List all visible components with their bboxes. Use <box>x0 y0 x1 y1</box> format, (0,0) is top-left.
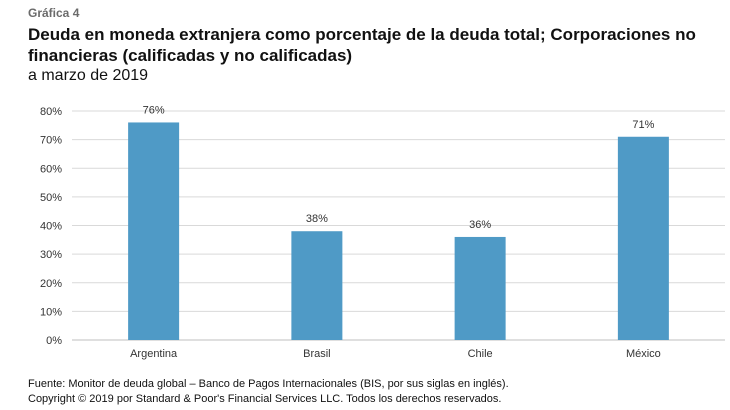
category-label: Argentina <box>130 348 178 360</box>
y-tick-label: 30% <box>40 249 62 261</box>
chart-title: Deuda en moneda extranjera como porcenta… <box>28 25 696 65</box>
bar-chile <box>454 236 506 340</box>
bar-argentina <box>128 122 180 340</box>
y-tick-label: 0% <box>46 335 62 347</box>
y-tick-label: 20% <box>40 278 62 290</box>
data-label: 36% <box>469 219 491 231</box>
data-label: 76% <box>143 104 165 116</box>
y-tick-label: 10% <box>40 306 62 318</box>
source-note: Fuente: Monitor de deuda global – Banco … <box>28 378 509 390</box>
data-label: 38% <box>306 213 328 225</box>
category-label: México <box>626 348 661 360</box>
category-label: Brasil <box>303 348 331 360</box>
figure-kicker: Gráfica 4 <box>28 6 80 20</box>
data-label: 71% <box>632 119 654 131</box>
y-tick-label: 60% <box>40 163 62 175</box>
copyright-note: Copyright © 2019 por Standard & Poor's F… <box>28 393 502 405</box>
chart-subtitle: a marzo de 2019 <box>28 67 149 84</box>
category-label: Chile <box>468 348 493 360</box>
y-tick-label: 50% <box>40 192 62 204</box>
y-tick-label: 80% <box>40 106 62 118</box>
bar-brasil <box>291 231 343 340</box>
bar-méxico <box>617 136 669 340</box>
y-tick-label: 40% <box>40 221 62 233</box>
y-tick-label: 70% <box>40 135 62 147</box>
